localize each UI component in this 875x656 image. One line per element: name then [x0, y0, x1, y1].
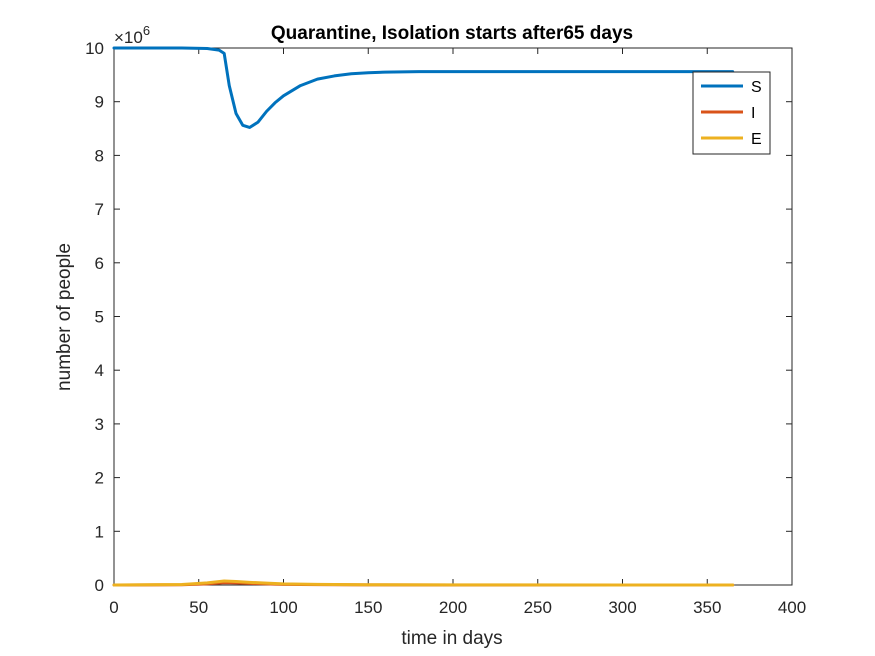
- plot-area: 0 50 100 150 200 250 300 350 400 0 1 2 3 4 5 6 7 8 9 10: [85, 39, 806, 617]
- y-tick-label: 9: [95, 93, 104, 112]
- legend: SIE: [692, 71, 771, 155]
- y-axis-label: number of people: [54, 243, 75, 391]
- axes-box: [113, 47, 793, 586]
- y-axis-exponent: ×106: [114, 23, 150, 47]
- y-tick-label: 6: [95, 254, 104, 273]
- y-tick-label: 0: [95, 576, 104, 595]
- x-tick-label: 200: [439, 598, 467, 617]
- legend-label: I: [751, 105, 755, 122]
- y-tick-label: 2: [95, 469, 104, 488]
- x-tick-label: 150: [354, 598, 382, 617]
- x-tick-label: 250: [524, 598, 552, 617]
- y-tick-label: 5: [95, 308, 104, 327]
- series-line-e: [112, 579, 735, 587]
- x-tick-label: 50: [189, 598, 208, 617]
- series-line-s: [112, 46, 735, 129]
- y-tick-label: 3: [95, 415, 104, 434]
- legend-label: S: [751, 79, 762, 96]
- y-tick-label: 10: [85, 39, 104, 58]
- chart-title: Quarantine, Isolation starts after65 day…: [271, 23, 633, 44]
- x-tick-label: 350: [693, 598, 721, 617]
- x-tick-label: 300: [608, 598, 636, 617]
- y-axis-exponent-power: 6: [143, 23, 150, 38]
- y-tick-label: 8: [95, 146, 104, 165]
- y-tick-label: 1: [95, 522, 104, 541]
- y-tick-label: 4: [95, 361, 104, 380]
- legend-label: E: [751, 131, 762, 148]
- y-axis-exponent-base: ×10: [114, 28, 143, 47]
- x-tick-label: 400: [778, 598, 806, 617]
- x-tick-label: 0: [109, 598, 118, 617]
- y-tick-label: 7: [95, 200, 104, 219]
- x-axis-label: time in days: [401, 628, 502, 649]
- x-tick-label: 100: [269, 598, 297, 617]
